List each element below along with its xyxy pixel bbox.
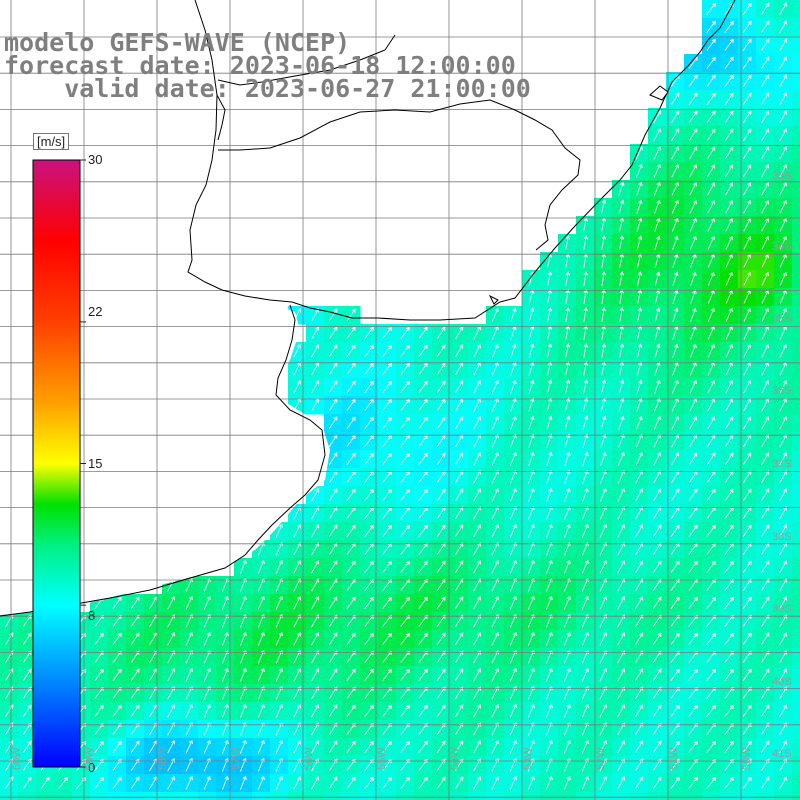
lon-label-59w: 59W bbox=[84, 747, 96, 770]
lat-label-40s: 40S bbox=[772, 676, 792, 688]
colorbar-unit: [m/s] bbox=[33, 133, 70, 150]
lon-label-60w: 60W bbox=[11, 747, 23, 770]
lat-label-34s: 34S bbox=[772, 241, 792, 253]
forecast-date: forecast date: 2023-06-18 12:00:00 bbox=[4, 51, 516, 80]
coastline bbox=[0, 0, 736, 617]
lat-label-33s: 33S bbox=[772, 170, 792, 182]
colorbar-tick-30: 30 bbox=[88, 152, 103, 167]
lon-label-58w: 58W bbox=[157, 747, 169, 770]
colorbar-tick-22: 22 bbox=[88, 304, 103, 319]
model-title: modelo GEFS-WAVE (NCEP) bbox=[4, 28, 351, 57]
lat-label-41s: 41S bbox=[772, 748, 792, 760]
lon-label-52w: 52W bbox=[595, 747, 607, 770]
lat-label-39s: 39S bbox=[772, 603, 792, 615]
lon-label-55w: 55W bbox=[376, 747, 388, 770]
colorbar-tick-15: 15 bbox=[88, 456, 103, 471]
valid-date: valid date: 2023-06-27 21:00:00 bbox=[4, 74, 531, 103]
lon-label-51w: 51W bbox=[668, 747, 680, 770]
land-mask bbox=[0, 0, 330, 615]
colorbar bbox=[32, 159, 86, 768]
lat-label-36s: 36S bbox=[772, 385, 792, 397]
lat-label-35s: 35S bbox=[772, 313, 792, 325]
colorbar-tick-0: 0 bbox=[88, 760, 96, 775]
lon-label-56w: 56W bbox=[303, 747, 315, 770]
lon-label-54w: 54W bbox=[449, 747, 461, 770]
lon-label-53w: 53W bbox=[522, 747, 534, 770]
lon-label-57w: 57W bbox=[230, 747, 242, 770]
colorbar-tick-8: 8 bbox=[88, 608, 96, 623]
lat-label-37s: 37S bbox=[772, 458, 792, 470]
lon-label-50w: 50W bbox=[741, 747, 753, 770]
lat-label-38s: 38S bbox=[772, 531, 792, 543]
